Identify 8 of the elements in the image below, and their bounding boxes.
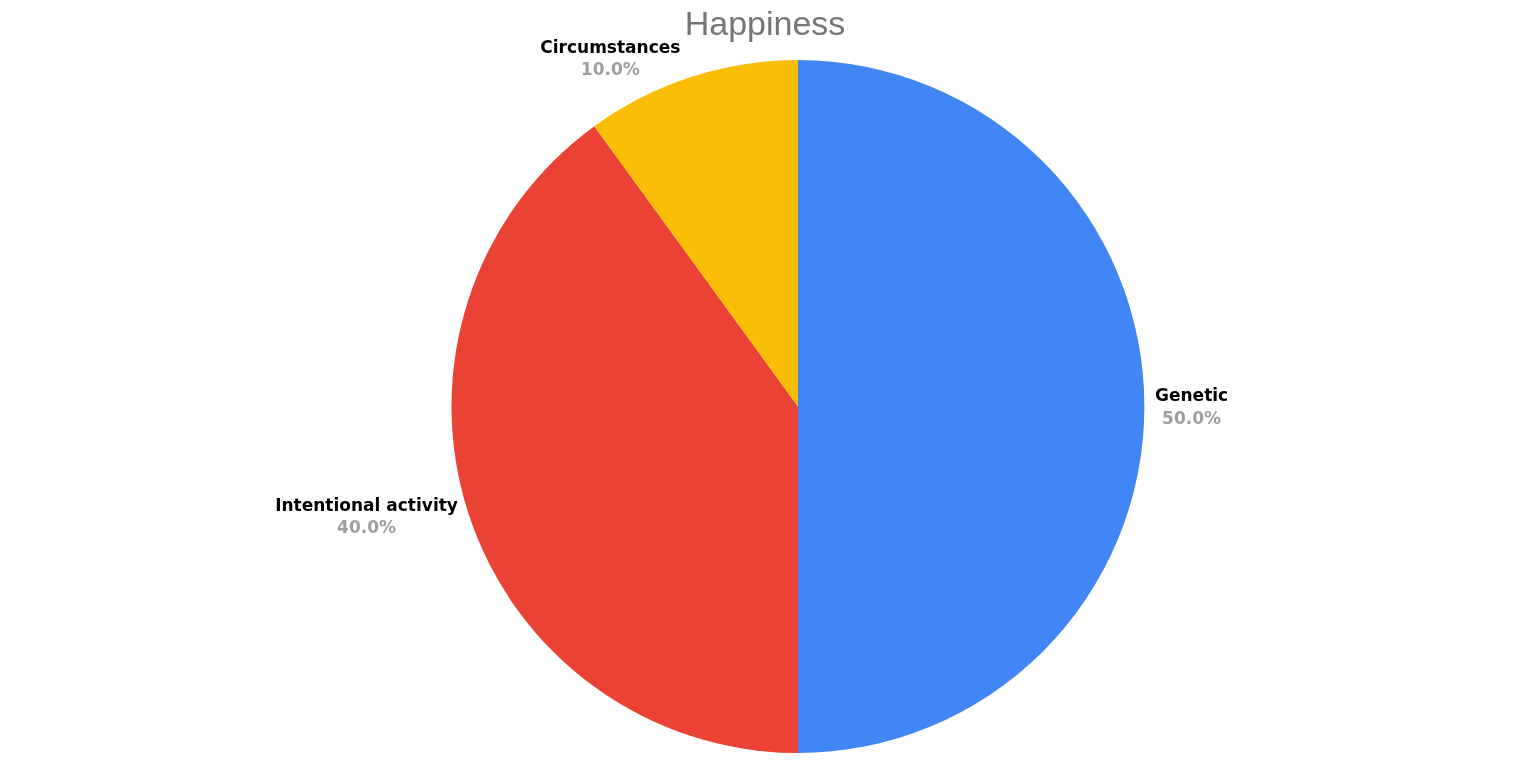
data-label: 40.0% xyxy=(337,516,397,537)
pie-slice xyxy=(798,60,1144,753)
data-label: 50.0% xyxy=(1162,407,1222,428)
data-label: 10.0% xyxy=(580,58,640,79)
chart-title: Happiness xyxy=(684,4,846,43)
slice-label: Intentional activity xyxy=(275,494,458,515)
slice-label: Genetic xyxy=(1155,385,1229,406)
slice-label: Circumstances xyxy=(540,36,681,57)
